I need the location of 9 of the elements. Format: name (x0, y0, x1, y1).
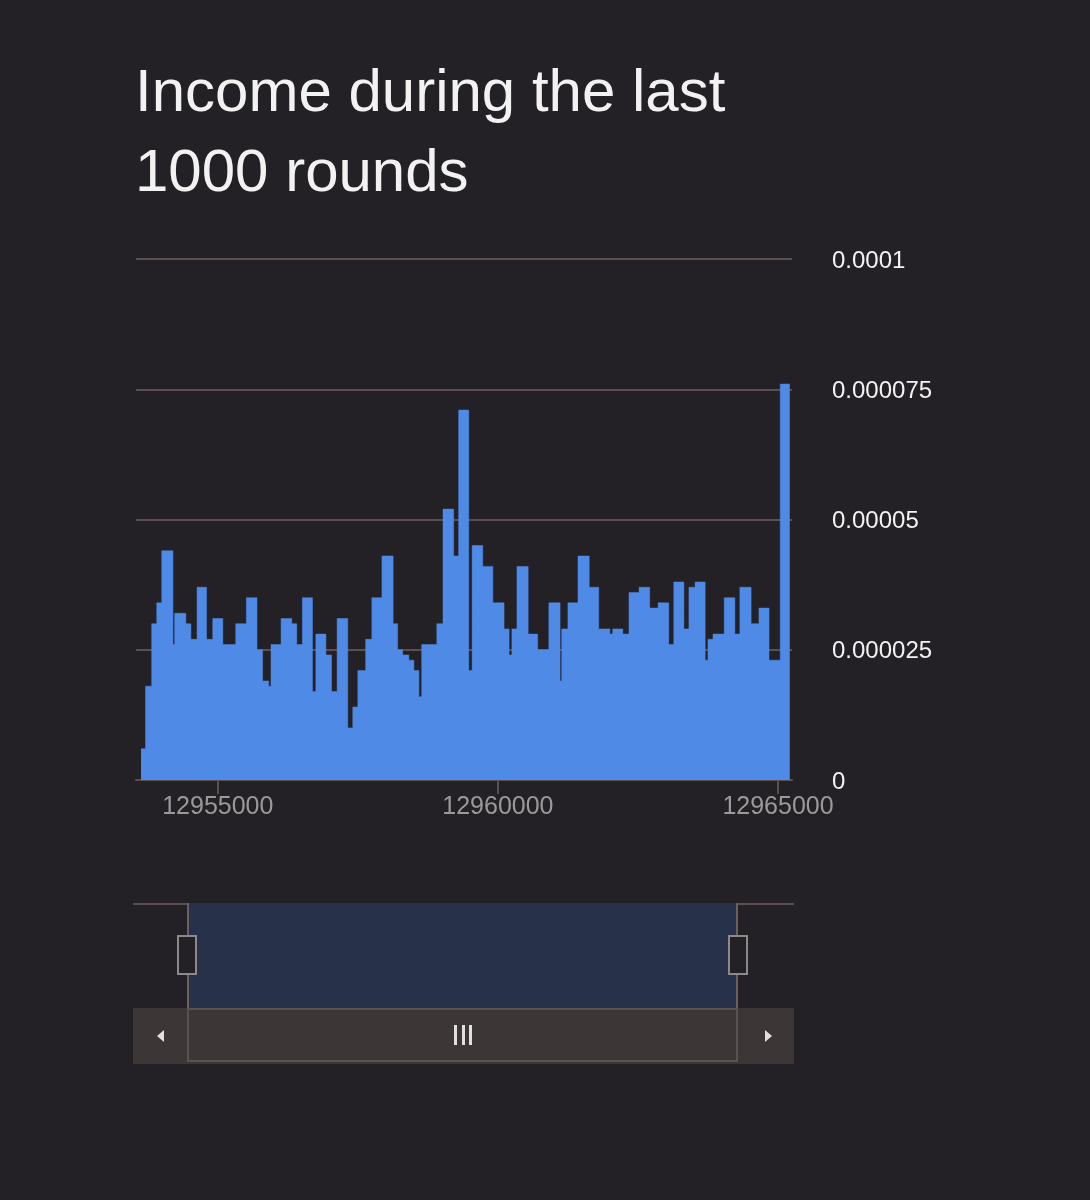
x-tick-label: 12960000 (442, 790, 554, 819)
x-tick-label: 12965000 (722, 790, 834, 819)
y-tick-label: 0.000025 (832, 636, 933, 664)
y-tick-label: 0.000075 (832, 375, 933, 403)
y-tick-label: 0.00005 (832, 506, 919, 533)
chart-title: Income during the last 1000 rounds (135, 56, 743, 204)
y-tick-label: 0.0001 (832, 245, 906, 273)
x-tick-label: 12955000 (162, 790, 274, 819)
y-tick-label: 0 (832, 766, 846, 794)
